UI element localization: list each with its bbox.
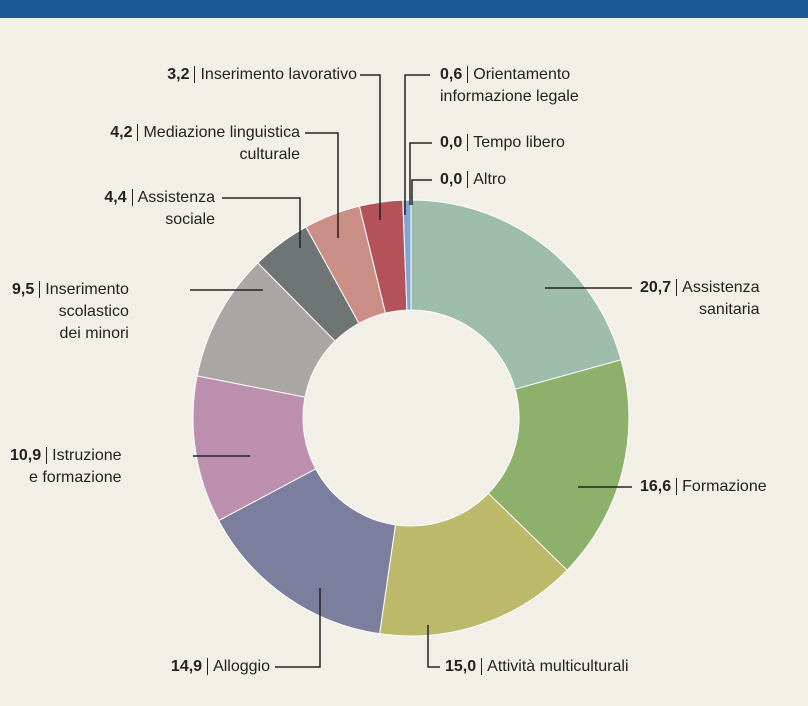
slice-label: 0,6 Orientamento informazione legale bbox=[440, 64, 579, 108]
value-label: 20,7 bbox=[640, 279, 678, 296]
value-label: 4,2 bbox=[110, 124, 139, 141]
leader-line bbox=[275, 588, 321, 668]
leader-line bbox=[305, 132, 339, 238]
slice-label: 9,5 Inserimento scolastico dei minori bbox=[12, 279, 129, 345]
category-label: Assistenza sociale bbox=[137, 189, 215, 228]
value-label: 9,5 bbox=[12, 281, 41, 298]
category-label: Inserimento lavorativo bbox=[200, 66, 357, 83]
leader-line bbox=[411, 179, 432, 205]
slice-label: 3,2 Inserimento lavorativo bbox=[167, 64, 357, 86]
value-label: 16,6 bbox=[640, 478, 678, 495]
slice-label: 14,9 Alloggio bbox=[170, 656, 270, 678]
value-label: 3,2 bbox=[167, 66, 196, 83]
slice-label: 10,9 Istruzione e formazione bbox=[10, 445, 122, 489]
slice-label: 4,2 Mediazione linguistica culturale bbox=[110, 122, 300, 166]
leader-line bbox=[222, 197, 301, 248]
slice-label: 20,7 Assistenza sanitaria bbox=[640, 277, 760, 321]
slice-label: 0,0 Tempo libero bbox=[440, 132, 565, 154]
value-label: 15,0 bbox=[445, 658, 483, 675]
slice bbox=[217, 468, 397, 635]
slice bbox=[487, 359, 630, 571]
slice-label: 0,0 Altro bbox=[440, 169, 506, 191]
slice-label: 16,6 Formazione bbox=[640, 476, 767, 498]
category-label: Inserimento scolastico dei minori bbox=[45, 281, 129, 342]
category-label: Attività multiculturali bbox=[487, 658, 629, 675]
slice-label: 15,0 Attività multiculturali bbox=[445, 656, 629, 678]
value-label: 4,4 bbox=[104, 189, 133, 206]
slice-label: 4,4 Assistenza sociale bbox=[104, 187, 215, 231]
leader-line bbox=[409, 142, 432, 205]
category-label: Mediazione linguistica culturale bbox=[143, 124, 300, 163]
category-label: Assistenza sanitaria bbox=[682, 279, 760, 318]
category-label: Tempo libero bbox=[473, 134, 565, 151]
category-label: Orientamento informazione legale bbox=[440, 66, 579, 105]
value-label: 10,9 bbox=[10, 447, 48, 464]
value-label: 0,0 bbox=[440, 171, 469, 188]
category-label: Alloggio bbox=[213, 658, 270, 675]
category-label: Formazione bbox=[682, 478, 767, 495]
value-label: 14,9 bbox=[170, 658, 209, 675]
leader-line bbox=[427, 625, 440, 668]
leader-line bbox=[404, 74, 430, 215]
value-label: 0,0 bbox=[440, 134, 469, 151]
category-label: Istruzione e formazione bbox=[29, 447, 122, 486]
top-bar bbox=[0, 0, 808, 18]
value-label: 0,6 bbox=[440, 66, 469, 83]
slice bbox=[410, 199, 622, 390]
leader-line bbox=[360, 74, 381, 220]
category-label: Altro bbox=[473, 171, 507, 188]
slice bbox=[379, 492, 568, 637]
